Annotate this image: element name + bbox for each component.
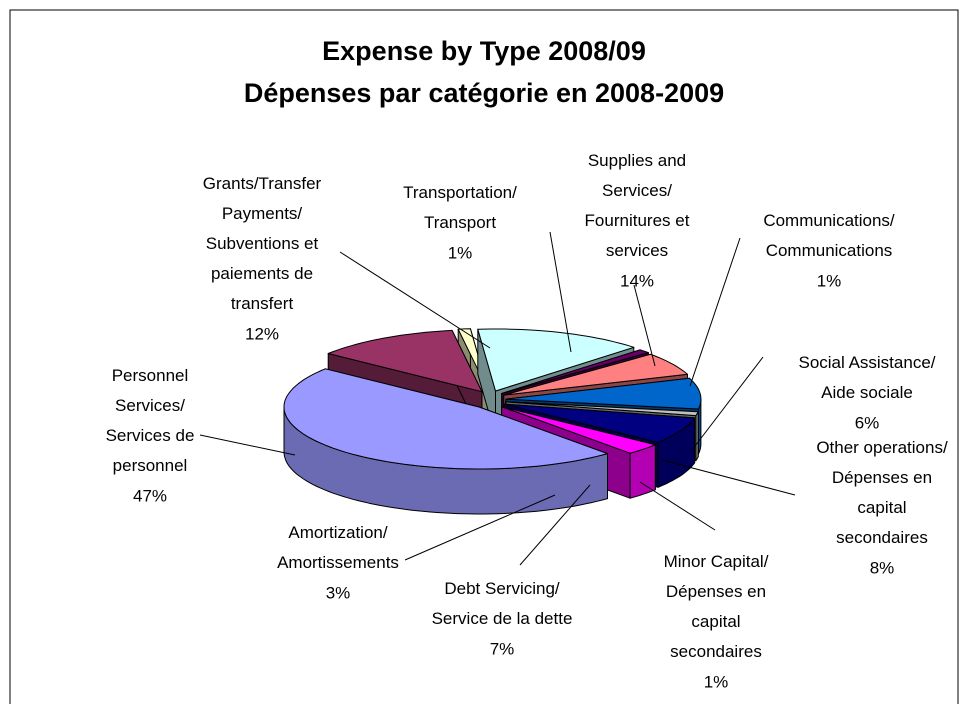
value-label: 6% — [855, 413, 880, 432]
slice-label: Debt Servicing/Service de la dette — [432, 579, 573, 628]
leader-line — [549, 231, 572, 353]
leader-line — [633, 284, 656, 367]
slice-label: Transportation/Transport — [403, 183, 517, 232]
value-label: 8% — [870, 558, 895, 577]
value-label: 47% — [133, 486, 167, 505]
slice-label: Communications/Communications — [763, 211, 895, 260]
pie — [283, 328, 702, 515]
slice-top — [283, 368, 608, 470]
slice-top — [503, 353, 688, 396]
chart-title: Expense by Type 2008/09 Dépenses par caté… — [244, 36, 724, 108]
slice-label: Grants/Transfer Payments/Subventions et pa… — [203, 174, 322, 313]
value-label: 1% — [704, 672, 729, 691]
leader-line — [639, 481, 716, 531]
slice-top — [504, 403, 696, 443]
slice-top — [505, 377, 702, 410]
leader-line — [404, 494, 556, 561]
leader-line — [691, 356, 764, 451]
value-label: 1% — [817, 271, 842, 290]
slice-top — [327, 329, 483, 393]
slice-wall — [629, 444, 656, 499]
leader-line — [661, 459, 796, 496]
leader-line — [199, 434, 296, 456]
slice — [283, 368, 608, 515]
slice-label: Personnel Services/Services de personnel — [106, 366, 195, 475]
slice-wall — [695, 411, 699, 462]
slice-label: Social Assistance/Aide sociale — [798, 353, 935, 402]
slice-top — [505, 401, 699, 417]
slice-label: Supplies and Services/Fournitures et servi… — [585, 151, 690, 260]
slice-label: Other operations/Dépenses en capital secon… — [816, 438, 948, 547]
leader-line — [519, 484, 591, 566]
chart-frame — [9, 9, 959, 704]
slice-top — [501, 349, 649, 394]
value-label: 12% — [245, 324, 279, 343]
slice-label: Amortization/Amortissements — [277, 523, 399, 572]
slice-label: Minor Capital/Dépenses en capital secondai… — [664, 552, 769, 661]
slice-top — [477, 328, 635, 392]
leader-line — [689, 237, 741, 387]
leader-line — [339, 251, 491, 349]
value-label: 7% — [490, 639, 515, 658]
slice-top — [501, 406, 656, 454]
value-label: 3% — [326, 583, 351, 602]
value-label: 14% — [620, 271, 654, 290]
value-label: 1% — [448, 243, 473, 262]
